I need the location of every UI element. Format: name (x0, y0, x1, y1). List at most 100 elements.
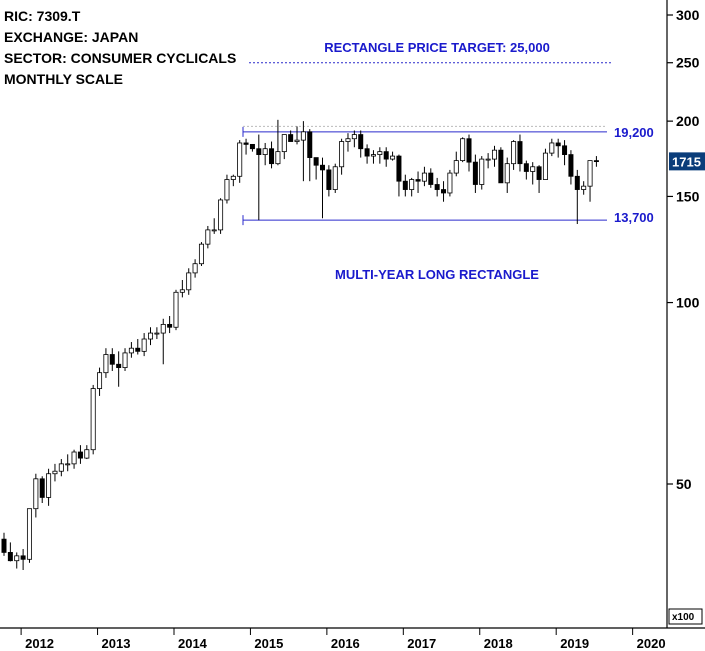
candle-body (262, 148, 268, 155)
x-tick-label: 2015 (254, 636, 283, 651)
candle (377, 147, 383, 164)
candle (224, 174, 230, 204)
candle-body (536, 166, 542, 180)
candle (135, 339, 141, 355)
candle (211, 218, 217, 234)
candle-body (530, 166, 536, 172)
candle (141, 333, 147, 357)
candle-body (517, 141, 523, 165)
candle (472, 154, 478, 193)
candle-body (370, 154, 376, 157)
info-block: RIC: 7309.T EXCHANGE: JAPAN SECTOR: CONS… (4, 8, 236, 87)
candle-body (46, 473, 52, 498)
candle-body (116, 363, 122, 369)
candle (415, 171, 421, 193)
candle (26, 508, 32, 563)
candle-body (249, 143, 255, 150)
candle (243, 138, 249, 155)
candle-body (491, 149, 497, 160)
candle-body (243, 142, 249, 145)
candle (65, 454, 71, 472)
candle-body (128, 347, 134, 354)
candle (20, 549, 26, 570)
candle (574, 169, 580, 225)
candle (249, 143, 255, 152)
candle (173, 289, 179, 331)
candle-body (390, 155, 396, 160)
scale-box-frame (668, 608, 703, 625)
candle-body (326, 169, 332, 190)
y-tick-label: 250 (676, 55, 700, 71)
candle-body (339, 141, 345, 168)
candle (581, 181, 587, 195)
candle-body (160, 323, 166, 334)
candle-body (351, 134, 357, 140)
candle-body (237, 142, 243, 177)
candle (517, 134, 523, 172)
candle (447, 169, 453, 197)
candle (46, 468, 52, 506)
candles (1, 119, 599, 570)
info-exchange: EXCHANGE: JAPAN (4, 29, 138, 45)
candle-body (453, 160, 459, 174)
candle-body (409, 179, 415, 190)
x-tick-label: 2012 (25, 636, 54, 651)
candle (441, 181, 447, 202)
candle (192, 259, 198, 278)
candle-body (523, 163, 529, 172)
x-axis: 201220132014201520162017201820192020202 (0, 627, 705, 651)
candle-body (332, 166, 338, 190)
candle (262, 142, 268, 166)
candle (281, 134, 287, 160)
candle-body (7, 552, 13, 562)
x-tick-label: 2016 (331, 636, 360, 651)
candle (307, 129, 313, 182)
candle-body (179, 289, 185, 293)
candle-body (574, 175, 580, 190)
candle-body (39, 478, 45, 498)
y-tick-label: 100 (676, 295, 700, 311)
candle-body (211, 229, 217, 232)
candle-body (224, 179, 230, 201)
candle-body (173, 291, 179, 328)
candle-body (555, 142, 561, 147)
candle (52, 463, 58, 482)
info-ric: RIC: 7309.T (4, 8, 81, 24)
candle-body (58, 463, 64, 472)
candle-body (135, 347, 141, 352)
candle-body (593, 160, 599, 163)
candle-body (319, 164, 325, 171)
candle-body (33, 478, 39, 510)
candle (7, 542, 13, 562)
candle-body (20, 555, 26, 560)
candle (453, 151, 459, 177)
candle (364, 144, 370, 164)
x-tick-label: 2017 (407, 636, 436, 651)
candle-body (167, 323, 173, 328)
candle (555, 138, 561, 158)
candle-body (122, 352, 128, 369)
candle-body (485, 158, 491, 161)
candle (58, 459, 64, 477)
candle (345, 133, 351, 152)
y-tick-label: 50 (676, 476, 692, 492)
candle-body (97, 372, 103, 389)
x-tick-label: 2014 (178, 636, 208, 651)
candle-body (52, 470, 58, 475)
candle (122, 348, 128, 371)
candle (536, 165, 542, 193)
y-axis: 50 100 150 200 250 300 (666, 0, 700, 628)
candle-body (549, 142, 555, 154)
candle-body (109, 354, 115, 365)
candle-body (415, 179, 421, 182)
candle-body (396, 155, 402, 182)
candle-body (542, 152, 548, 180)
candle-body (447, 172, 453, 194)
candle (593, 156, 599, 167)
candle (33, 473, 39, 518)
candle (549, 138, 555, 157)
x-tick-label: 2013 (102, 636, 131, 651)
candle (491, 145, 497, 167)
candle (504, 157, 510, 193)
y-tick-label: 200 (676, 113, 700, 129)
